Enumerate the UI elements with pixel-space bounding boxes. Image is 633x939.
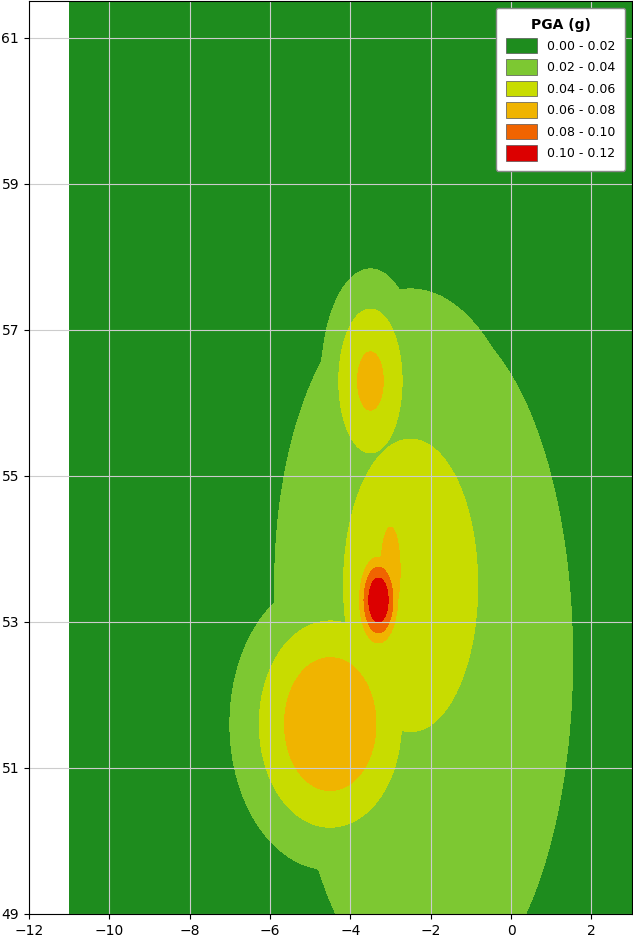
Legend: 0.00 - 0.02, 0.02 - 0.04, 0.04 - 0.06, 0.06 - 0.08, 0.08 - 0.10, 0.10 - 0.12: 0.00 - 0.02, 0.02 - 0.04, 0.04 - 0.06, 0… bbox=[496, 8, 625, 171]
